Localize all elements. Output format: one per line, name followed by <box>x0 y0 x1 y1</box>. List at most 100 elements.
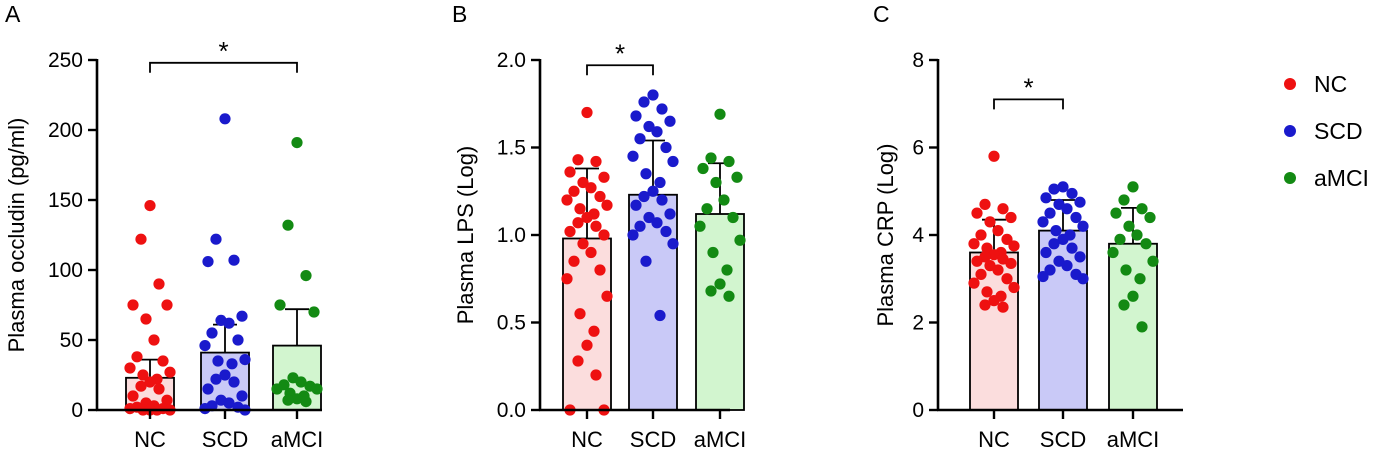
data-point <box>630 110 642 122</box>
data-point <box>585 246 597 259</box>
data-point <box>223 397 235 409</box>
data-point <box>1008 240 1020 252</box>
y-axis-label: Plasma occludin (pg/ml) <box>4 118 29 353</box>
data-point <box>968 238 980 250</box>
y-tick-label: 250 <box>48 49 83 72</box>
data-point <box>1008 281 1020 294</box>
data-point <box>1110 207 1122 219</box>
data-point <box>1147 255 1159 267</box>
legend: NC SCD aMCI <box>1284 71 1369 191</box>
data-point <box>707 246 719 259</box>
y-tick-label: 0 <box>912 399 924 422</box>
data-point <box>1040 192 1052 204</box>
data-point <box>979 198 991 210</box>
data-point <box>308 306 320 318</box>
data-point <box>694 220 706 232</box>
data-point <box>140 313 152 325</box>
data-point <box>572 154 584 166</box>
data-point <box>643 120 655 133</box>
points-SCD <box>627 89 679 322</box>
data-point <box>144 376 156 388</box>
data-point <box>638 96 650 108</box>
panel-label: A <box>5 1 21 27</box>
data-point <box>601 199 613 211</box>
chart-panel-A: A Plasma occludin (pg/ml) 0 50 100 150 200 250 N… <box>4 1 323 452</box>
x-tick-label: NC <box>134 427 166 452</box>
data-point <box>697 162 709 175</box>
y-tick-label: 150 <box>48 189 83 212</box>
data-point <box>1077 273 1089 285</box>
data-point <box>236 310 248 322</box>
points-aMCI <box>694 108 746 302</box>
data-point <box>714 108 726 120</box>
data-point <box>212 355 224 367</box>
x-tick-label: SCD <box>202 427 248 452</box>
data-point <box>984 216 996 228</box>
data-point <box>598 229 610 241</box>
x-tick-label: NC <box>571 427 603 452</box>
data-point <box>1136 203 1148 215</box>
data-point <box>206 327 218 339</box>
panel-label: B <box>452 1 467 27</box>
data-point <box>581 211 593 224</box>
data-point <box>1127 290 1139 302</box>
data-point <box>627 150 639 162</box>
data-point <box>574 203 586 215</box>
data-point <box>997 203 1009 215</box>
chart-panels: A Plasma occludin (pg/ml) 0 50 100 150 200 250 N… <box>4 1 1183 452</box>
data-point <box>228 254 240 266</box>
data-point <box>1048 238 1060 250</box>
data-point <box>701 203 713 215</box>
data-point <box>1050 225 1062 237</box>
legend-item-NC: NC <box>1284 71 1347 97</box>
legend-marker <box>1284 125 1296 137</box>
data-point <box>654 176 666 189</box>
data-point <box>144 200 156 212</box>
data-point <box>1061 260 1073 272</box>
data-point <box>721 264 733 276</box>
legend-marker <box>1284 172 1296 184</box>
data-point <box>723 290 735 302</box>
data-point <box>656 194 668 206</box>
data-point <box>1037 216 1049 228</box>
data-point <box>594 190 606 203</box>
data-point <box>127 299 139 311</box>
data-point <box>975 268 987 280</box>
data-point <box>1077 220 1089 232</box>
legend-marker <box>1284 78 1296 90</box>
data-point <box>734 234 746 246</box>
data-point <box>124 403 136 415</box>
y-tick-label: 2.0 <box>497 49 526 72</box>
data-point <box>1061 203 1073 215</box>
bar-aMCI <box>1108 242 1158 411</box>
data-point <box>1123 220 1135 232</box>
data-point <box>1037 270 1049 283</box>
data-point <box>660 225 672 238</box>
data-point <box>574 308 586 320</box>
data-point <box>148 334 160 346</box>
points-NC <box>561 106 613 416</box>
data-point <box>572 355 584 367</box>
data-point <box>568 255 580 267</box>
y-tick-label: 6 <box>912 137 924 160</box>
data-point <box>572 217 584 229</box>
data-point <box>202 383 214 395</box>
data-point <box>223 317 235 329</box>
y-axis-label: Plasma LPS (Log) <box>453 146 478 325</box>
data-point <box>581 106 593 119</box>
data-point <box>598 171 610 183</box>
data-point <box>590 155 602 168</box>
data-point <box>647 89 659 101</box>
data-point <box>723 155 735 168</box>
data-point <box>210 233 222 245</box>
data-point <box>282 219 294 231</box>
data-point <box>219 113 231 125</box>
data-point <box>660 141 672 154</box>
significance-bracket: * <box>993 72 1064 110</box>
data-point <box>157 355 169 367</box>
legend-item-aMCI: aMCI <box>1284 165 1369 191</box>
data-point <box>664 115 676 127</box>
chart-panel-C: C Plasma CRP (Log) 0 2 4 6 8 NC SCD aMCI * <box>873 1 1183 452</box>
data-point <box>705 285 717 297</box>
points-NC <box>124 200 176 416</box>
